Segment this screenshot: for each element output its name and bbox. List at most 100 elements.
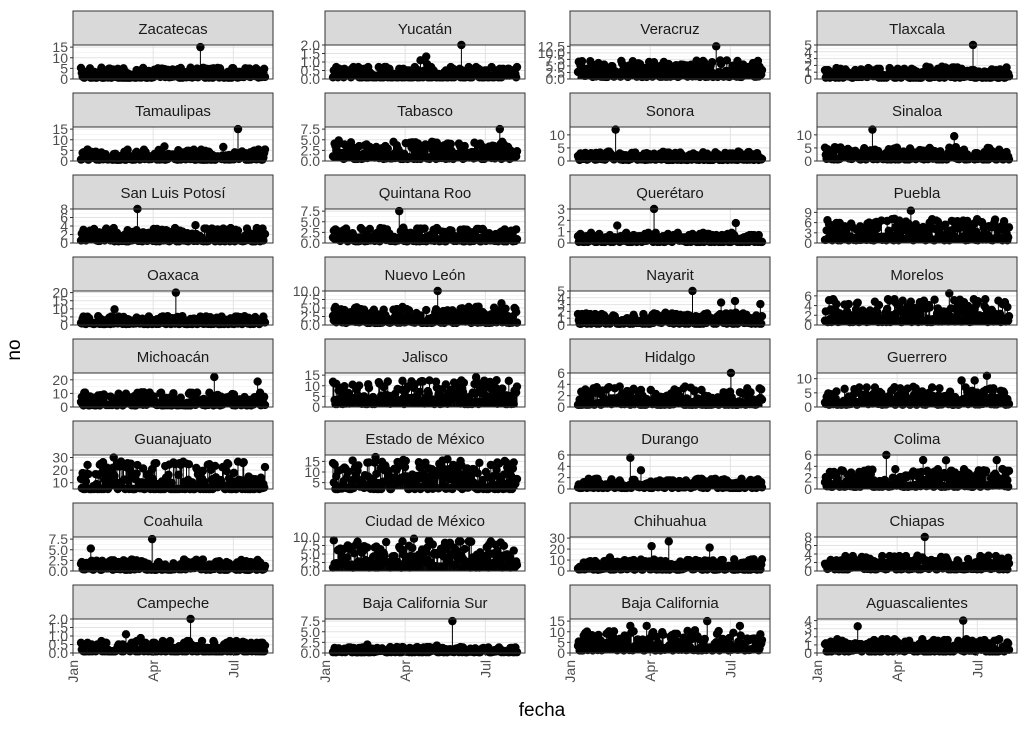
y-tick-label: 5 [60,142,68,158]
lollipop-point [233,124,243,134]
lollipop-point [420,224,429,233]
y-tick-label: 10 [796,127,812,143]
lollipop-point [259,64,269,74]
y-tick-label: 15 [52,39,68,55]
panel-border [324,44,526,80]
y-tick-label: 10 [52,50,68,66]
facet-strip-label: Sonora [646,103,695,120]
y-tick-label: 2.0 [301,37,321,53]
y-tick-label: 12.5 [538,38,565,54]
lollipop-point [1004,72,1014,81]
lollipop-point [512,62,522,72]
lollipop-point [613,221,622,230]
y-tick-label: 7.5 [546,51,566,67]
y-tick-label: 5.0 [301,132,321,148]
facet-strip-label: San Luis Potosí [120,185,226,202]
lollipop-point [422,52,431,61]
y-tick-label: 0 [60,153,68,169]
y-tick-label: 0.0 [301,71,321,87]
facet-strip-label: Querétaro [636,185,704,202]
y-tick-label: 0.5 [301,63,321,79]
facet-panel: Yucatán 0.00.51.01.52.0 [301,10,526,87]
lollipop-point [123,145,132,154]
y-tick-label: 5.0 [546,58,566,74]
y-tick-label: 10 [549,127,565,143]
lollipop-point [395,206,404,216]
lollipop-point [260,145,270,154]
lollipop-point [219,142,228,152]
y-tick-label: 2.5 [546,64,566,80]
lollipop-point [176,63,185,73]
y-tick-label: 0 [60,71,68,87]
y-tick-label: 10 [52,132,68,148]
y-tick-label: 2.5 [301,142,321,158]
lollipop-point [707,58,717,67]
y-tick-label: 7.5 [301,121,321,137]
facet-strip [324,10,526,46]
facet-strip-label: Yucatán [398,21,452,38]
y-tick-label: 5 [60,60,68,76]
y-tick-label: 4 [804,44,812,60]
y-tick-label: 7.5 [301,203,321,219]
panel-border [72,126,274,162]
panel-border [569,44,771,80]
lollipop-point [512,234,522,244]
lollipop-point [512,147,522,156]
lollipop-point [1004,155,1014,164]
panel-border [816,44,1018,80]
facet-strip-label: Tlaxcala [889,21,946,38]
y-tick-label: 5 [804,37,812,53]
y-tick-label: 0 [804,71,812,87]
panel-border [72,44,274,80]
lollipop-point [191,221,200,230]
lollipop-point [511,225,521,234]
facet-strip-label: Zacatecas [138,21,207,38]
y-tick-label: 10.0 [538,45,565,61]
y-tick-label: 1.0 [301,54,321,70]
y-tick-label: 3 [557,201,565,217]
facet-strip-label: Sinaloa [892,103,943,120]
facet-strip [72,92,274,128]
lollipop-point [260,229,270,239]
lollipop-point [617,59,627,68]
y-tick-label: 15 [52,121,68,137]
lollipop-point [757,65,767,75]
facet-panel: Veracruz 0.02.55.07.510.012.5 [538,10,771,87]
lollipop-point [449,64,458,74]
lollipop-point [260,72,270,82]
y-tick-label: 1 [804,64,812,80]
y-tick-label: 1.5 [301,46,321,62]
lollipop-point [413,139,423,148]
y-tick-label: 0.0 [546,71,566,87]
y-tick-label: 2 [804,57,812,73]
facet-strip [72,10,274,46]
lollipop-point [722,56,732,65]
lollipop-point [495,124,505,134]
facet-strip [324,92,526,128]
facet-panel: Tabasco 0.02.55.07.5 [301,92,526,169]
facet-strip [569,10,771,46]
lollipop-point [950,132,959,141]
facet-strip [816,10,1018,46]
lollipop-point [757,154,767,164]
facet-strip-label: Veracruz [640,21,699,38]
lollipop-point [160,142,169,151]
y-tick-label: 0.0 [301,153,321,169]
lollipop-point [196,42,205,52]
facet-strip-label: Tabasco [397,103,453,120]
y-tick-label: 3 [804,51,812,67]
lollipop-point [383,144,392,153]
y-tick-label: 8 [60,201,68,217]
lollipop-point [511,73,521,82]
lollipop-point [712,42,721,51]
facet-strip-label: Tamaulipas [135,103,211,120]
